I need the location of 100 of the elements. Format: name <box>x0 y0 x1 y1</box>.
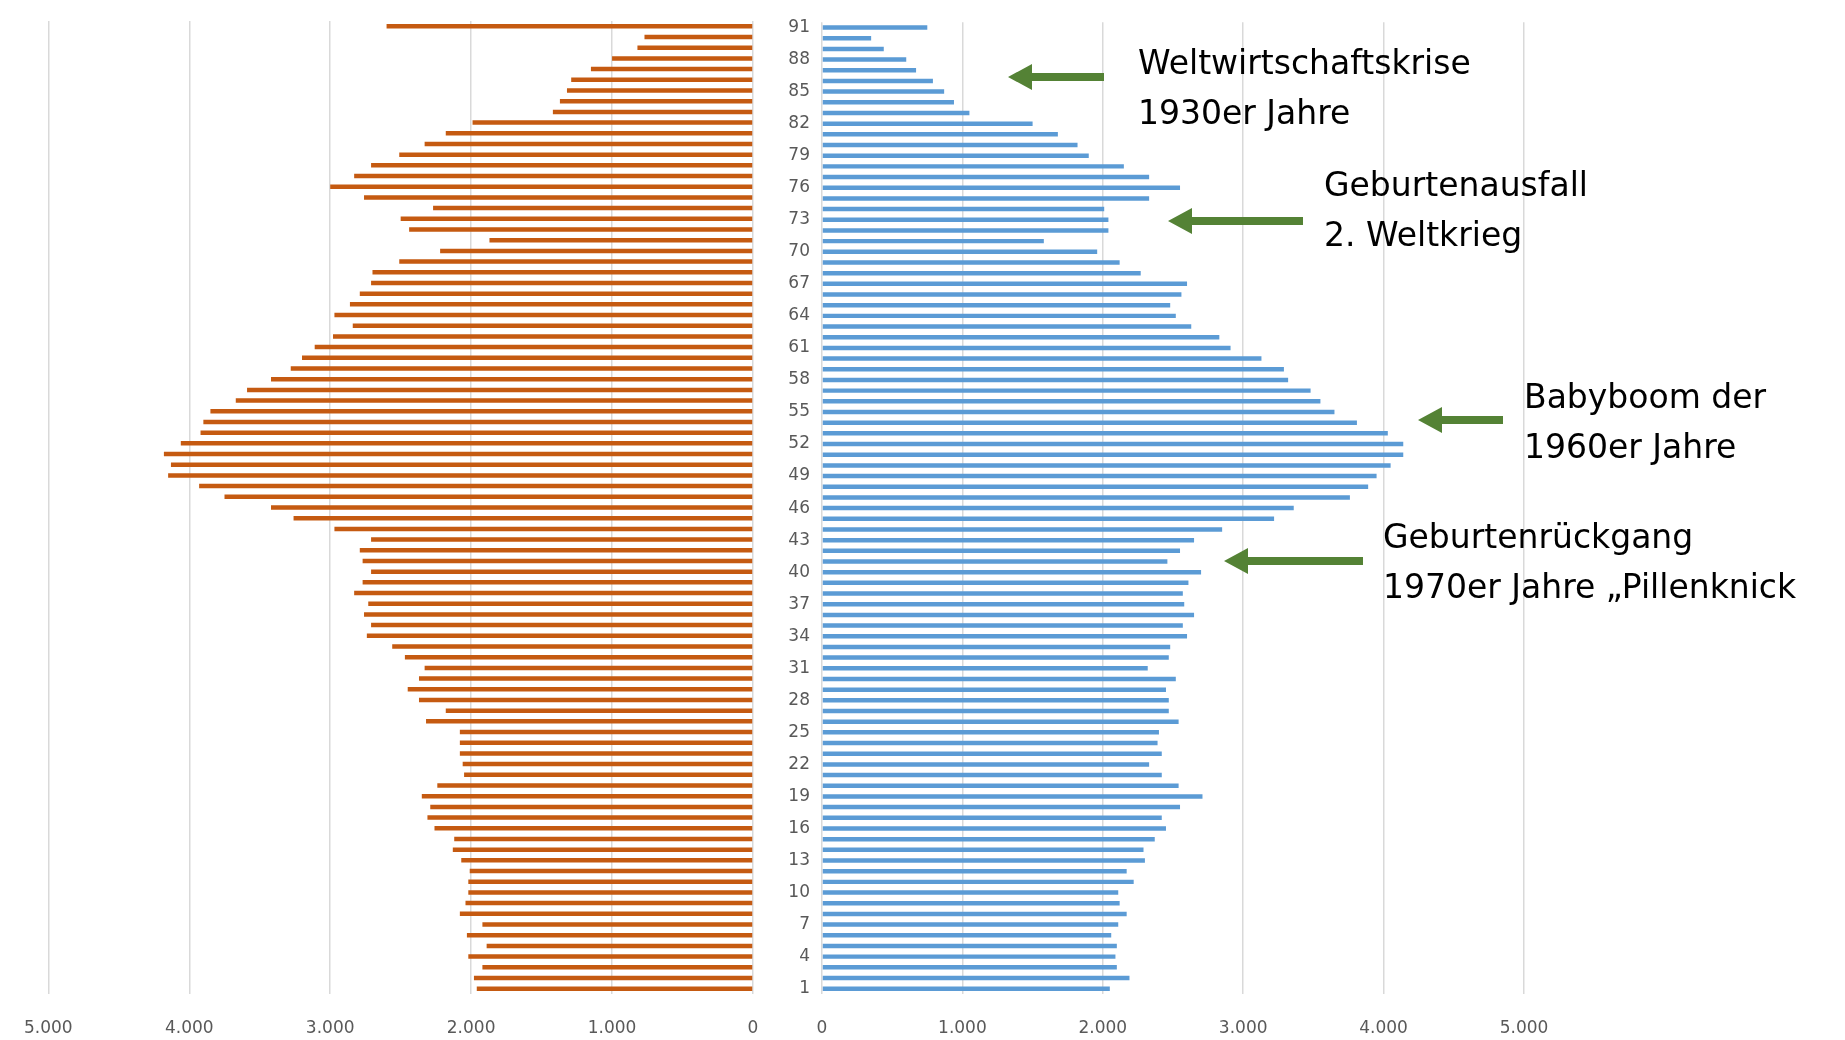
y-tick-label: 64 <box>788 304 810 325</box>
bar <box>409 227 753 232</box>
x-tick-label: 0 <box>747 1016 759 1037</box>
bar <box>822 463 1391 468</box>
y-tick-label: 73 <box>788 208 810 229</box>
y-tick-label: 91 <box>788 15 810 36</box>
bar <box>822 623 1183 628</box>
bar <box>822 25 928 30</box>
bar <box>349 302 753 307</box>
bar <box>399 259 753 264</box>
bar <box>822 933 1112 938</box>
bar <box>445 708 753 713</box>
x-tick-label: 5.000 <box>24 1016 73 1037</box>
bar <box>368 601 753 606</box>
bar <box>271 505 753 510</box>
y-tick-label: 55 <box>788 400 810 421</box>
y-tick-label: 7 <box>799 913 810 934</box>
bar <box>822 388 1311 393</box>
bar <box>822 698 1169 703</box>
annotation: Geburtenrückgang 1970er Jahre „Pillenknick <box>1383 516 1797 608</box>
bar <box>822 484 1369 489</box>
bar <box>822 858 1145 863</box>
bar <box>822 228 1109 233</box>
y-tick-label: 67 <box>788 272 810 293</box>
bar <box>235 398 753 403</box>
y-tick-label: 34 <box>788 624 810 645</box>
bar <box>822 356 1262 361</box>
bar <box>822 292 1182 297</box>
bar <box>822 367 1284 372</box>
bar <box>180 441 753 446</box>
bar <box>386 24 753 29</box>
y-tick-label: 10 <box>788 880 810 901</box>
bar <box>330 184 753 189</box>
bar <box>822 890 1119 895</box>
bar <box>822 260 1120 265</box>
bar <box>822 431 1388 436</box>
bar <box>822 922 1119 927</box>
y-tick-label: 25 <box>788 720 810 741</box>
y-tick-label: 52 <box>788 432 810 453</box>
bar <box>333 334 753 339</box>
y-tick-label: 58 <box>788 368 810 389</box>
y-tick-label: 70 <box>788 240 810 261</box>
y-tick-label: 49 <box>788 464 810 485</box>
bar <box>168 473 753 478</box>
bar <box>822 965 1117 970</box>
y-tick-label: 22 <box>788 752 810 773</box>
bar <box>822 495 1350 500</box>
bar <box>364 612 753 617</box>
bar <box>822 762 1150 767</box>
bar <box>407 687 753 692</box>
bar <box>822 420 1357 425</box>
bar <box>445 131 753 136</box>
bar <box>482 922 753 927</box>
annotation: Geburtenausfall 2. Weltkrieg <box>1324 164 1588 256</box>
bar <box>392 644 753 649</box>
bar <box>822 164 1124 169</box>
y-tick-label: 31 <box>788 656 810 677</box>
x-tick-label: 4.000 <box>1359 1016 1408 1037</box>
bar <box>822 794 1203 799</box>
y-tick-label: 46 <box>788 496 810 517</box>
bar <box>452 847 753 852</box>
x-tick-label: 4.000 <box>164 1016 214 1037</box>
bar <box>822 655 1169 660</box>
bar <box>468 954 753 959</box>
bar <box>822 57 907 62</box>
bar <box>399 152 753 157</box>
bar <box>459 740 753 745</box>
x-tick-label: 0 <box>816 1016 828 1037</box>
bar <box>822 452 1404 457</box>
bar <box>822 591 1183 596</box>
bar <box>822 121 1033 126</box>
y-tick-label: 1 <box>799 977 810 998</box>
x-tick-label: 3.000 <box>305 1016 355 1037</box>
y-tick-label: 19 <box>788 784 810 805</box>
bar <box>372 270 753 275</box>
bar <box>822 986 1110 991</box>
y-tick-label: 82 <box>788 112 810 133</box>
bar <box>371 163 753 168</box>
bar <box>468 890 753 895</box>
bar <box>822 89 945 94</box>
y-tick-label: 40 <box>788 560 810 581</box>
bar <box>822 399 1321 404</box>
bar <box>437 783 753 788</box>
bar <box>418 676 753 681</box>
bar <box>476 986 753 991</box>
bar <box>472 120 753 125</box>
bar <box>290 366 753 371</box>
bar <box>352 323 753 328</box>
bar <box>822 185 1181 190</box>
bar <box>200 430 753 435</box>
y-tick-label: 37 <box>788 592 810 613</box>
bar <box>482 965 753 970</box>
bar <box>170 462 753 467</box>
y-tick-label: 76 <box>788 176 810 197</box>
bar <box>822 666 1148 671</box>
bar <box>371 569 753 574</box>
bar <box>371 537 753 542</box>
x-tick-label: 2.000 <box>1078 1016 1128 1037</box>
bar <box>637 45 753 50</box>
x-tick-label: 5.000 <box>1499 1016 1549 1037</box>
